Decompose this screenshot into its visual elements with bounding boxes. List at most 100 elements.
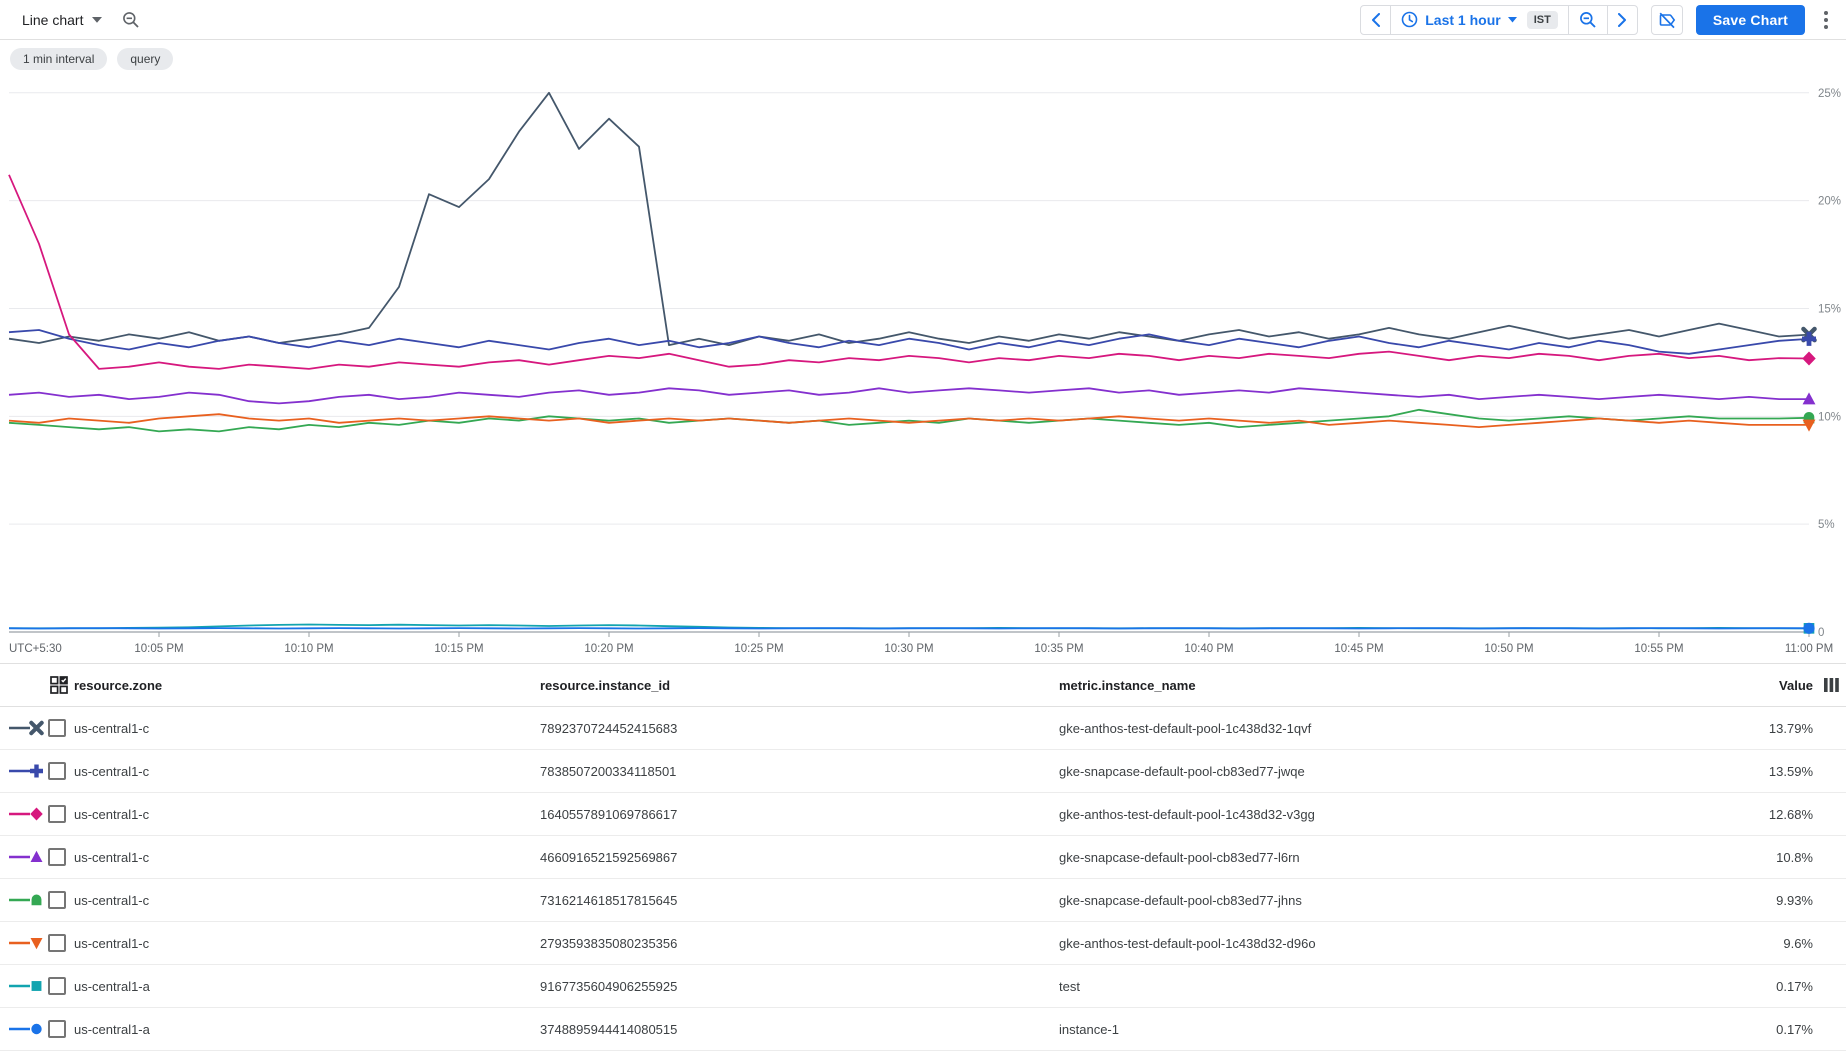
- x-axis-label: 10:40 PM: [1184, 643, 1233, 655]
- series-square-marker-icon: [9, 981, 42, 991]
- query-chip[interactable]: query: [117, 48, 174, 70]
- column-settings-button[interactable]: [1824, 664, 1839, 706]
- zoom-out-time-button[interactable]: [1567, 5, 1607, 34]
- series-marker-swatch: [8, 836, 44, 878]
- toolbar: Line chart Last 1 hour IST: [0, 0, 1846, 40]
- series-triangle-up-marker-icon: [9, 850, 43, 862]
- x-axis-label: 10:15 PM: [434, 643, 483, 655]
- cell-value: 9.93%: [1776, 892, 1813, 908]
- x-axis-label: 10:35 PM: [1034, 643, 1083, 655]
- x-axis-label: 10:20 PM: [584, 643, 633, 655]
- timezone-badge: IST: [1526, 10, 1558, 29]
- cell-instance-id: 4660916521592569867: [540, 849, 678, 865]
- cell-value: 12.68%: [1768, 806, 1813, 822]
- chart-line: [8, 329, 1810, 355]
- cell-instance-id: 3748895944414080515: [540, 1021, 678, 1037]
- y-axis-label: 5%: [1818, 519, 1835, 531]
- chevron-right-icon: [1617, 12, 1626, 27]
- chart-line: [8, 413, 1809, 429]
- time-back-button[interactable]: [1361, 6, 1390, 34]
- chart-line: [8, 387, 1809, 405]
- y-axis-label: 25%: [1818, 88, 1841, 100]
- cell-resource-zone: us-central1-c: [74, 849, 150, 865]
- cell-instance-name: gke-anthos-test-default-pool-1c438d32-d9…: [1059, 935, 1316, 951]
- row-checkbox[interactable]: [48, 848, 66, 866]
- header-resource-zone: resource.zone: [74, 677, 163, 693]
- dot: [1824, 24, 1828, 29]
- series-end-marker-circle: [31, 1023, 42, 1035]
- y-axis-label: 15%: [1818, 303, 1841, 315]
- dot: [1824, 10, 1828, 15]
- cell-resource-zone: us-central1-c: [74, 806, 150, 822]
- series-circle-marker-icon: [9, 1023, 42, 1035]
- cell-instance-id: 2793593835080235356: [540, 935, 678, 951]
- table-row: us-central1-a 9167735604906255925 test 0.17…: [0, 965, 1846, 1008]
- cell-value: 13.59%: [1768, 763, 1813, 779]
- row-checkbox[interactable]: [48, 934, 66, 952]
- y-axis-zero-label: 0: [1818, 627, 1824, 639]
- dot: [1824, 17, 1828, 22]
- row-checkbox[interactable]: [48, 977, 66, 995]
- chart-line: [8, 174, 1810, 370]
- zoom-out-icon: [1579, 11, 1596, 28]
- series-end-marker-arch: [31, 894, 42, 906]
- series-end-marker-triangle-down: [1802, 419, 1816, 432]
- table-row: us-central1-c 2793593835080235356 gke-anth…: [0, 922, 1846, 965]
- row-checkbox[interactable]: [48, 891, 66, 909]
- table-row: us-central1-c 4660916521592569867 gke-snap…: [0, 836, 1846, 879]
- series-end-marker-diamond: [30, 807, 43, 821]
- x-axis-label: 10:50 PM: [1484, 643, 1533, 655]
- row-checkbox[interactable]: [48, 762, 66, 780]
- series-marker-swatch: [8, 750, 44, 792]
- header-value: Value: [1779, 677, 1813, 693]
- columns-icon: [1824, 678, 1839, 692]
- cell-instance-name: gke-snapcase-default-pool-cb83ed77-l6rn: [1059, 849, 1300, 865]
- zoom-out-button[interactable]: [122, 11, 140, 29]
- row-checkbox[interactable]: [48, 719, 66, 737]
- save-chart-button[interactable]: Save Chart: [1695, 4, 1805, 35]
- cell-value: 0.17%: [1776, 978, 1813, 994]
- cell-value: 0.17%: [1776, 1021, 1813, 1037]
- line-chart-plot-area[interactable]: 25% 20% 15% 10% 5% 10:05 PM 10:10 PM 10:15 PM 10…: [0, 78, 1846, 663]
- series-marker-swatch: [8, 965, 44, 1007]
- y-axis-label: 20%: [1818, 196, 1841, 208]
- cell-instance-id: 7316214618517815645: [540, 892, 678, 908]
- select-all-toggle[interactable]: [50, 664, 68, 706]
- x-axis-label: 11:00 PM: [1785, 643, 1833, 655]
- time-range-selector[interactable]: Last 1 hour IST: [1390, 5, 1568, 34]
- cell-instance-id: 7838507200334118501: [540, 763, 677, 779]
- row-checkbox[interactable]: [48, 805, 66, 823]
- hide-labels-button[interactable]: [1650, 4, 1683, 35]
- filter-chips: 1 min interval query: [0, 40, 1846, 78]
- cell-instance-id: 9167735604906255925: [540, 978, 678, 994]
- series-marker-swatch: [8, 879, 44, 921]
- clock-icon: [1401, 11, 1418, 28]
- row-checkbox[interactable]: [48, 1020, 66, 1038]
- header-metric-instance-name: metric.instance_name: [1059, 677, 1196, 693]
- series-marker-swatch: [8, 1008, 44, 1050]
- series-x-marker-icon: [9, 720, 44, 736]
- series-end-marker-plus: [1802, 331, 1816, 346]
- cell-resource-zone: us-central1-c: [74, 720, 150, 736]
- cell-resource-zone: us-central1-a: [74, 1021, 150, 1037]
- series-diamond-marker-icon: [9, 807, 43, 821]
- cell-value: 10.8%: [1776, 849, 1813, 865]
- more-options-button[interactable]: [1818, 7, 1834, 33]
- cell-instance-id: 7892370724452415683: [540, 720, 678, 736]
- interval-chip[interactable]: 1 min interval: [10, 48, 108, 70]
- x-axis-label: 10:55 PM: [1634, 643, 1683, 655]
- cell-instance-id: 1640557891069786617: [540, 806, 678, 822]
- series-end-marker-diamond: [1802, 351, 1816, 366]
- chevron-down-icon: [92, 16, 103, 23]
- x-axis-label: 10:05 PM: [134, 643, 183, 655]
- table-row: us-central1-c 7892370724452415683 gke-anth…: [0, 707, 1846, 750]
- time-forward-button[interactable]: [1606, 5, 1637, 34]
- cell-instance-name: test: [1059, 978, 1080, 994]
- chart-type-dropdown[interactable]: Line chart: [22, 12, 103, 28]
- cell-instance-name: gke-anthos-test-default-pool-1c438d32-1q…: [1059, 720, 1312, 736]
- select-all-icon: [50, 676, 68, 694]
- table-row: us-central1-a 3748895944414080515 instance…: [0, 1008, 1846, 1051]
- x-axis-label: 10:25 PM: [734, 643, 783, 655]
- chevron-left-icon: [1372, 12, 1381, 27]
- x-axis-label: 10:10 PM: [284, 643, 333, 655]
